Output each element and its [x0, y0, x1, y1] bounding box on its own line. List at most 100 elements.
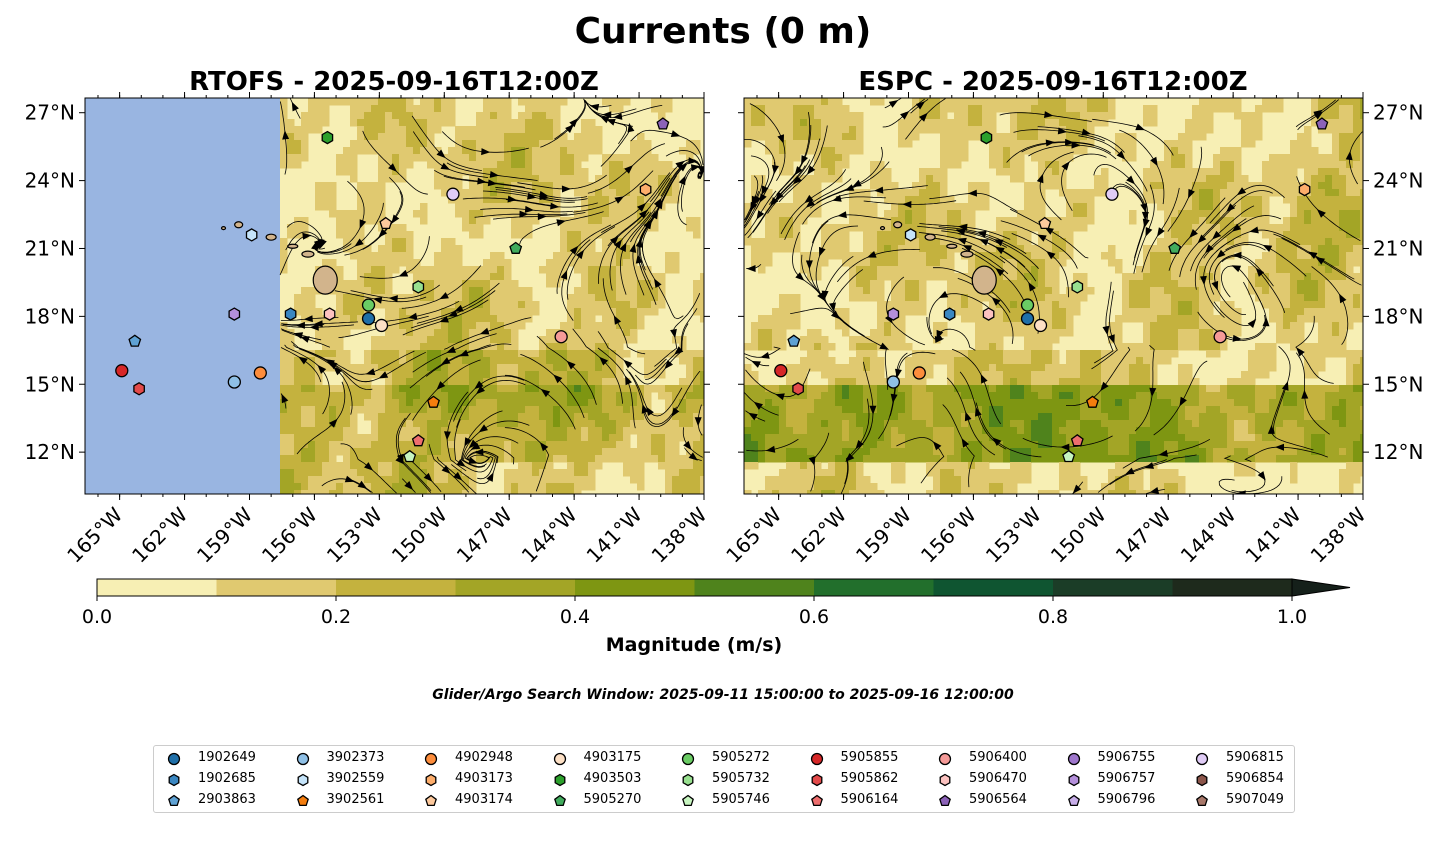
legend-label: 1902649 [198, 750, 256, 765]
legend-label: 5906470 [969, 771, 1027, 786]
pentagon-marker-icon [810, 794, 823, 807]
float-marker-4903175 [374, 318, 389, 333]
streamline-arrow [1135, 123, 1145, 131]
legend-marker [297, 773, 308, 787]
streamline-arrow [801, 155, 808, 165]
lon-tick-label: 138°W [647, 502, 712, 567]
float-marker-4903173 [1298, 182, 1311, 197]
magnitude-field [744, 98, 1363, 494]
streamline-arrow [560, 270, 568, 280]
streamline-arrow [317, 364, 327, 374]
legend-label: 4903173 [455, 771, 513, 786]
streamline-arrow [821, 290, 829, 300]
streamline-arrow [313, 320, 323, 328]
streamline-arrow [980, 374, 988, 384]
streamline-arrow [489, 171, 500, 178]
streamline-arrow [550, 202, 560, 210]
panel-title-espc: ESPC - 2025-09-16T12:00Z [858, 67, 1247, 97]
circle-marker-icon [1067, 752, 1080, 766]
streamline-arrow [964, 411, 972, 422]
float-marker-3902559 [904, 228, 917, 242]
legend-marker [1196, 794, 1208, 807]
hexagon-marker-icon [682, 773, 694, 787]
float-marker-5906470 [323, 307, 336, 321]
streamline-arrow [805, 199, 815, 208]
pentagon-marker-icon [939, 794, 951, 807]
streamline-arrow [641, 404, 649, 414]
streamline-arrow [391, 214, 400, 224]
streamline-arrow [468, 439, 478, 449]
streamline-arrow [623, 359, 633, 369]
lat-tick-label: 21°N [25, 236, 75, 260]
streamline-arrow [474, 448, 484, 456]
legend-marker [553, 752, 566, 766]
streamline-arrow [625, 375, 632, 386]
legend-label: 5905270 [583, 792, 642, 807]
float-marker-5906815 [446, 187, 460, 201]
float-marker-5906757 [228, 307, 241, 321]
legend-label: 5906564 [969, 792, 1027, 807]
streamline-arrow [1212, 230, 1222, 240]
float-marker-1902685 [943, 307, 956, 321]
streamline-arrow [540, 388, 551, 398]
streamline-arrow [995, 267, 1005, 277]
pentagon-marker-icon [553, 794, 566, 807]
streamline-arrow [844, 184, 855, 191]
magnitude-field [280, 98, 704, 494]
streamline-arrow [569, 118, 578, 128]
streamline-arrow [1257, 471, 1266, 481]
streamline-arrow [955, 228, 966, 236]
streamline-arrow [748, 412, 758, 421]
streamline-arrow [807, 165, 816, 175]
streamline-arrow [589, 103, 600, 111]
lon-tick-label: 141°W [1241, 502, 1306, 567]
float-marker-1902649 [361, 311, 376, 326]
streamline-arrow [992, 437, 1002, 446]
float-marker-5905270 [1168, 241, 1182, 254]
map-frame [743, 97, 1364, 495]
streamline-arrow [694, 417, 702, 427]
streamline-arrow [613, 315, 622, 325]
streamline-arrow [1313, 111, 1324, 120]
streamline-arrow [936, 329, 944, 340]
legend-label: 5906815 [1226, 750, 1284, 765]
streamline-arrow [440, 357, 451, 365]
legend-label: 4902948 [455, 750, 513, 765]
legend-label: 5906755 [1097, 750, 1156, 765]
streamline-arrow [619, 242, 627, 252]
streamline-arrow [829, 302, 836, 312]
streamline-arrow [995, 246, 1005, 255]
float-marker-4903175 [1033, 318, 1048, 333]
streamline-arrow [610, 235, 619, 245]
streamline-arrow [1072, 484, 1082, 494]
colorbar-tick-label: 1.0 [1277, 606, 1307, 628]
streamline-arrow [468, 457, 478, 464]
streamline-arrow [1141, 211, 1149, 221]
streamline-arrow [795, 272, 805, 281]
streamline-arrow [1060, 443, 1070, 451]
streamline-arrow [832, 194, 842, 202]
streamline-arrow [1301, 389, 1309, 399]
legend-label: 5905732 [712, 771, 770, 786]
streamline-arrow [365, 368, 376, 376]
hexagon-marker-icon [1196, 773, 1208, 787]
search-window-text: Glider/Argo Search Window: 2025-09-11 15… [432, 687, 1014, 703]
colorbar: 0.0 0.2 0.4 0.6 0.8 1.0 [82, 578, 1351, 628]
lon-tick-label: 147°W [452, 502, 517, 567]
lat-tick-label: 18°N [1373, 304, 1423, 328]
streamline-arrow [932, 441, 942, 451]
streamline-arrow [1057, 127, 1068, 135]
streamline-arrow [670, 130, 681, 137]
streamline-arrow [364, 462, 374, 471]
streamline-arrow [507, 195, 517, 203]
streamline-arrow [602, 111, 612, 119]
colorbar-tick-label: 0.6 [799, 606, 829, 628]
float-marker-5906400 [1213, 330, 1227, 344]
streamline-arrow [359, 219, 367, 229]
streamline-arrow [874, 186, 884, 194]
streamline-arrow [977, 230, 987, 238]
streamline-arrow [486, 472, 494, 482]
colorbar-extend-arrow [1291, 578, 1351, 597]
streamline-arrow [961, 438, 970, 448]
streamline-arrow [1315, 257, 1325, 265]
